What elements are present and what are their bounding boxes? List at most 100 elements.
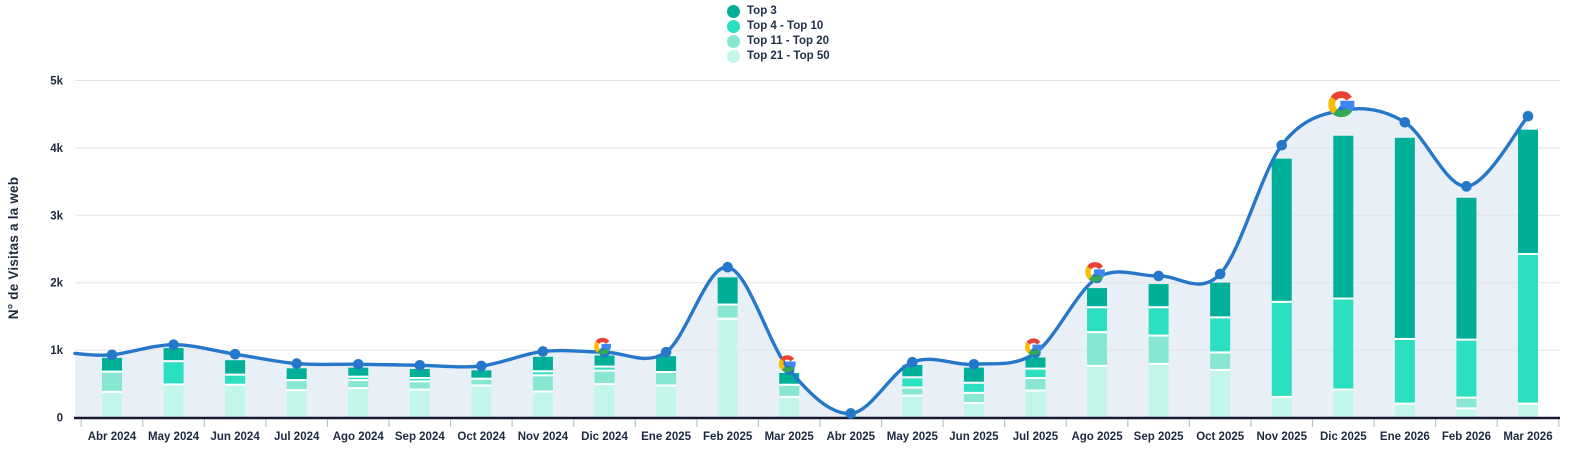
bar-segment[interactable] bbox=[963, 401, 984, 418]
bar-segment[interactable] bbox=[1456, 407, 1477, 418]
bar-segment[interactable] bbox=[1025, 357, 1046, 368]
bar-segment[interactable] bbox=[348, 387, 369, 418]
line-point[interactable] bbox=[1276, 139, 1288, 151]
line-point[interactable] bbox=[106, 349, 118, 361]
legend-item[interactable]: Top 3 bbox=[727, 4, 830, 18]
bar-segment[interactable] bbox=[286, 379, 307, 390]
line-point[interactable] bbox=[168, 339, 179, 351]
bar-segment[interactable] bbox=[532, 374, 553, 391]
bar-segment[interactable] bbox=[1517, 253, 1538, 403]
bar-segment[interactable] bbox=[779, 373, 800, 384]
bar-segment[interactable] bbox=[471, 377, 492, 385]
bar-segment[interactable] bbox=[656, 384, 677, 418]
bar-segment[interactable] bbox=[225, 383, 246, 418]
bar-segment[interactable] bbox=[902, 376, 923, 387]
bar-segment[interactable] bbox=[348, 379, 369, 388]
bar-segment[interactable] bbox=[1333, 135, 1354, 298]
bar-segment[interactable] bbox=[1456, 338, 1477, 397]
bar-segment[interactable] bbox=[656, 370, 677, 385]
line-point[interactable] bbox=[229, 348, 241, 360]
line-point[interactable] bbox=[1399, 116, 1411, 128]
bar-segment[interactable] bbox=[1087, 288, 1108, 307]
bar-segment[interactable] bbox=[163, 383, 184, 418]
line-point[interactable] bbox=[537, 346, 549, 357]
bar-segment[interactable] bbox=[1271, 395, 1292, 418]
line-point[interactable] bbox=[907, 356, 918, 368]
bar-segment[interactable] bbox=[656, 356, 677, 371]
bar-segment[interactable] bbox=[102, 370, 122, 391]
bar-segment[interactable] bbox=[1148, 334, 1169, 363]
line-point[interactable] bbox=[968, 358, 980, 370]
bar-segment[interactable] bbox=[963, 391, 984, 402]
bar-segment[interactable] bbox=[1517, 129, 1538, 254]
bar-segment[interactable] bbox=[1087, 306, 1108, 332]
bar-segment[interactable] bbox=[163, 348, 184, 361]
bar-segment[interactable] bbox=[1148, 284, 1169, 307]
bar-segment[interactable] bbox=[471, 370, 492, 378]
bar-segment[interactable] bbox=[102, 357, 122, 371]
bar-segment[interactable] bbox=[717, 303, 738, 318]
bar-segment[interactable] bbox=[532, 356, 553, 371]
bar-segment[interactable] bbox=[902, 394, 923, 418]
bar-segment[interactable] bbox=[1394, 137, 1415, 338]
bar-segment[interactable] bbox=[286, 389, 307, 418]
bar-segment[interactable] bbox=[409, 388, 430, 418]
bar-segment[interactable] bbox=[409, 380, 430, 389]
bar-segment[interactable] bbox=[594, 369, 615, 384]
bar-segment[interactable] bbox=[1087, 364, 1108, 418]
bar-segment[interactable] bbox=[963, 367, 984, 382]
line-point[interactable] bbox=[1214, 268, 1226, 280]
legend-item[interactable]: Top 11 - Top 20 bbox=[727, 34, 830, 48]
line-point[interactable] bbox=[476, 360, 487, 372]
bar-segment[interactable] bbox=[902, 386, 923, 395]
bar-segment[interactable] bbox=[963, 381, 984, 392]
line-point[interactable] bbox=[352, 358, 364, 370]
legend-item[interactable]: Top 21 - Top 50 bbox=[727, 49, 830, 63]
bar-segment[interactable] bbox=[1087, 331, 1108, 365]
bar-segment[interactable] bbox=[1025, 389, 1046, 418]
bar-segment[interactable] bbox=[1394, 402, 1415, 418]
line-point[interactable] bbox=[1153, 270, 1164, 282]
bar-segment[interactable] bbox=[717, 317, 738, 418]
bar-segment[interactable] bbox=[1456, 396, 1477, 408]
bar-segment[interactable] bbox=[1210, 351, 1231, 369]
line-point[interactable] bbox=[660, 346, 672, 358]
line-point[interactable] bbox=[722, 261, 733, 273]
bar-segment[interactable] bbox=[1333, 388, 1354, 418]
bar-segment[interactable] bbox=[1271, 300, 1292, 396]
bar-segment[interactable] bbox=[1210, 316, 1231, 352]
bar-segment[interactable] bbox=[532, 390, 553, 418]
line-point[interactable] bbox=[1461, 181, 1472, 192]
bar-segment[interactable] bbox=[1025, 367, 1046, 378]
bar-segment[interactable] bbox=[1148, 306, 1169, 335]
bar-segment[interactable] bbox=[717, 277, 738, 304]
line-point[interactable] bbox=[845, 408, 857, 419]
bar-segment[interactable] bbox=[779, 383, 800, 396]
bar-segment[interactable] bbox=[1025, 377, 1046, 390]
line-point[interactable] bbox=[1522, 110, 1534, 122]
legend-item[interactable]: Top 4 - Top 10 bbox=[727, 19, 830, 33]
bar-segment[interactable] bbox=[1271, 158, 1292, 301]
bar-segment[interactable] bbox=[102, 390, 122, 418]
bar-segment[interactable] bbox=[594, 383, 615, 418]
bar-segment[interactable] bbox=[1148, 362, 1169, 418]
bar-segment[interactable] bbox=[409, 368, 430, 378]
bar-segment[interactable] bbox=[779, 395, 800, 418]
bar-segment[interactable] bbox=[163, 360, 184, 384]
line-point[interactable] bbox=[414, 359, 426, 371]
bar-segment[interactable] bbox=[225, 373, 246, 384]
bar-segment[interactable] bbox=[225, 360, 246, 374]
bar-segment[interactable] bbox=[1210, 368, 1231, 418]
bar-segment[interactable] bbox=[1517, 402, 1538, 418]
bar-segment[interactable] bbox=[594, 365, 615, 370]
bar-segment[interactable] bbox=[1394, 337, 1415, 403]
line-point[interactable] bbox=[291, 358, 302, 369]
bar-segment[interactable] bbox=[348, 367, 369, 376]
bar-segment[interactable] bbox=[594, 355, 615, 366]
bar-segment[interactable] bbox=[471, 384, 492, 418]
bar-segment[interactable] bbox=[1456, 197, 1477, 339]
bar-segment[interactable] bbox=[532, 370, 553, 375]
bar-segment[interactable] bbox=[1333, 297, 1354, 389]
bar-segment[interactable] bbox=[1210, 282, 1231, 317]
bar-segment[interactable] bbox=[286, 368, 307, 380]
